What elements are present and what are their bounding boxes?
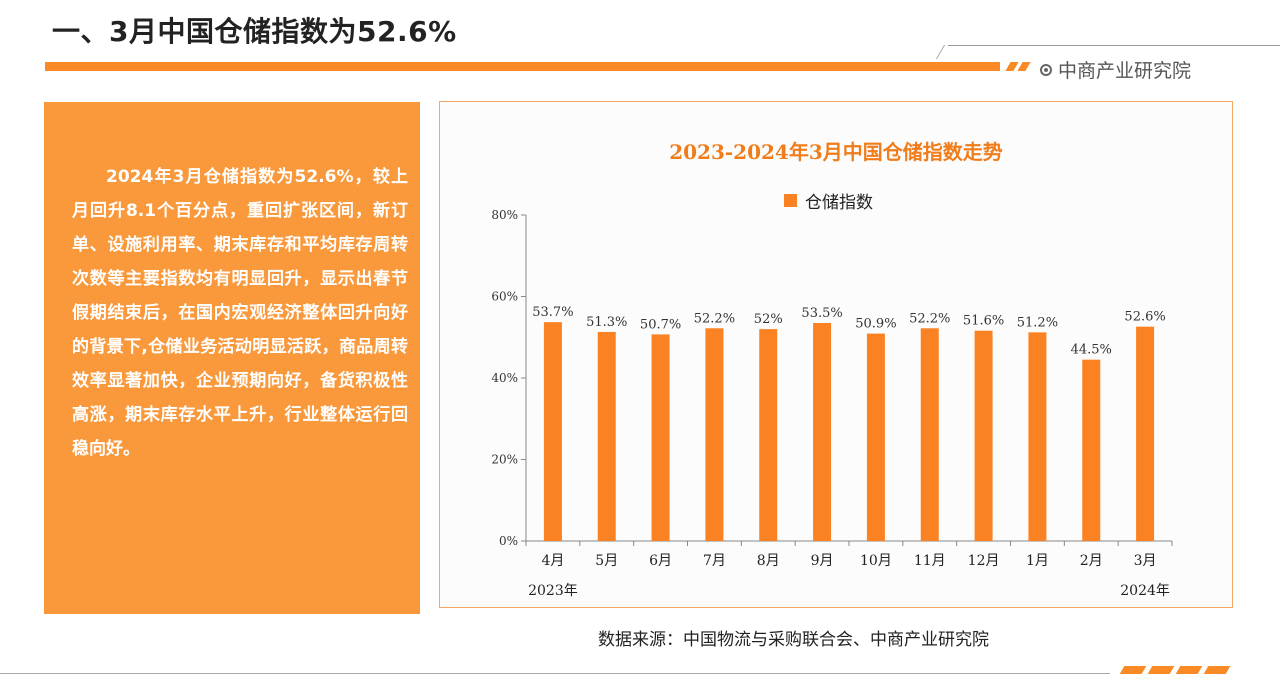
data-label: 50.7% [640, 317, 681, 332]
x-tick-label: 9月 [811, 553, 834, 569]
target-circle-icon [1040, 63, 1052, 76]
data-source: 数据来源：中国物流与采购联合会、中商产业研究院 [598, 630, 989, 650]
legend-label: 仓储指数 [805, 193, 873, 213]
bar [1082, 359, 1101, 541]
bar [597, 331, 616, 541]
y-tick-label: 40% [491, 371, 518, 385]
header-divider [948, 45, 1280, 46]
chart-legend: 仓储指数 [784, 188, 873, 213]
year-label: 2023年 [528, 583, 578, 599]
x-tick-label: 4月 [541, 553, 564, 569]
footer-stripe [1119, 666, 1147, 674]
data-label: 52.2% [694, 311, 735, 326]
footer-stripe [1203, 666, 1231, 674]
bar [920, 328, 939, 541]
bar [1028, 332, 1047, 541]
chart-title: 2023-2024年3月中国仓储指数走势 [669, 140, 1003, 164]
brand: 中商产业研究院 [1040, 56, 1191, 83]
x-tick-label: 1月 [1026, 553, 1049, 569]
bar [651, 334, 670, 541]
data-label: 44.5% [1071, 343, 1112, 358]
x-tick-label: 5月 [595, 553, 618, 569]
brand-name: 中商产业研究院 [1058, 60, 1192, 82]
summary-panel [44, 102, 420, 614]
data-label: 51.3% [586, 315, 627, 330]
bar [1136, 326, 1155, 541]
legend-swatch [784, 194, 797, 207]
x-tick-label: 12月 [968, 553, 1000, 569]
x-tick-label: 8月 [757, 553, 780, 569]
x-tick-label: 3月 [1134, 553, 1157, 569]
x-tick-label: 11月 [914, 553, 946, 569]
data-label: 50.9% [855, 317, 896, 332]
footer-stripe [1175, 666, 1203, 674]
data-label: 52% [754, 312, 783, 327]
y-tick-label: 20% [491, 453, 518, 467]
data-label: 52.6% [1124, 310, 1165, 325]
footer-stripe [1147, 666, 1175, 674]
bar [813, 322, 832, 541]
footer-divider [0, 673, 1110, 674]
page-title: 一、3月中国仓储指数为52.6% [52, 15, 457, 48]
data-label: 51.6% [963, 314, 1004, 329]
summary-text: 2024年3月仓储指数为52.6%，较上月回升8.1个百分点，重回扩张区间，新订… [72, 167, 408, 459]
data-label: 53.7% [532, 305, 573, 320]
y-tick-label: 0% [499, 534, 518, 548]
bar [974, 330, 993, 541]
bar [705, 328, 724, 541]
bar [759, 329, 778, 541]
chart-panel [439, 101, 1233, 608]
data-label: 52.2% [909, 311, 950, 326]
bar [866, 333, 885, 541]
y-tick-label: 80% [491, 208, 518, 222]
year-label: 2024年 [1120, 583, 1170, 599]
data-label: 53.5% [801, 306, 842, 321]
x-tick-label: 2月 [1080, 553, 1103, 569]
bar [543, 322, 562, 541]
title-underline [45, 62, 1000, 71]
y-tick-label: 60% [491, 290, 518, 304]
x-tick-label: 6月 [649, 553, 672, 569]
x-tick-label: 7月 [703, 553, 726, 569]
data-label: 51.2% [1017, 315, 1058, 330]
x-tick-label: 10月 [860, 553, 892, 569]
